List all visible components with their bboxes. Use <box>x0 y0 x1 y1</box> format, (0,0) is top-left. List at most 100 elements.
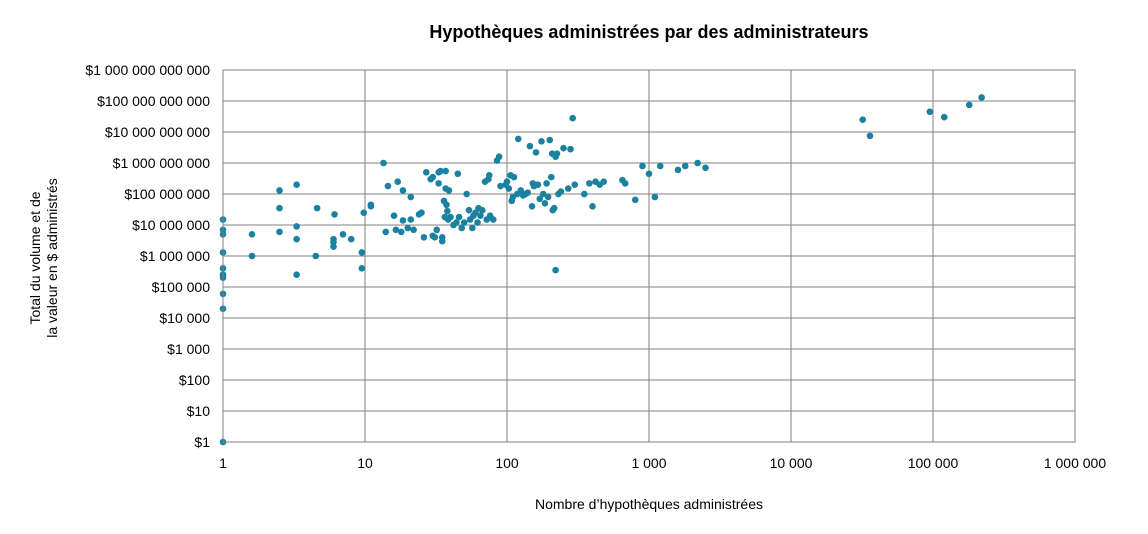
data-point <box>645 170 653 178</box>
data-point <box>560 144 567 152</box>
data-point <box>656 162 664 170</box>
data-point <box>330 235 337 243</box>
data-points <box>219 94 985 446</box>
data-point <box>639 162 646 170</box>
data-point <box>965 101 973 109</box>
grid <box>222 69 1076 443</box>
data-point <box>866 132 874 140</box>
x-tick-label: 100 <box>495 455 519 471</box>
data-point <box>926 108 934 116</box>
data-point <box>600 178 608 185</box>
x-axis-label: Nombre d’hypothèques administrées <box>534 496 763 512</box>
data-point <box>399 217 407 224</box>
data-point <box>382 228 390 236</box>
y-tick-label: $1 000 000 000 000 <box>85 62 210 78</box>
x-tick-label: 1 000 <box>631 455 666 471</box>
data-point <box>524 189 532 197</box>
data-point <box>410 226 417 234</box>
data-point <box>479 206 486 214</box>
data-point <box>447 213 454 221</box>
data-point <box>528 203 536 210</box>
data-point <box>347 235 355 243</box>
data-point <box>293 271 300 278</box>
data-point <box>276 187 283 194</box>
data-point <box>538 138 545 145</box>
data-point <box>248 231 256 238</box>
data-point <box>360 209 368 216</box>
data-point <box>543 180 550 187</box>
x-tick-label: 100 000 <box>908 455 959 471</box>
data-point <box>539 190 547 198</box>
y-tick-labels: $1 $10 $100 $1 000 $10 000 $100 000 $1 000 000… <box>85 62 210 450</box>
data-point <box>407 216 415 223</box>
plot-area-border <box>222 69 1076 443</box>
data-point <box>553 150 561 157</box>
data-point <box>384 182 392 190</box>
data-point <box>536 195 544 203</box>
data-point <box>458 224 466 232</box>
data-point <box>541 200 549 207</box>
data-point <box>547 173 555 181</box>
data-point <box>694 159 701 167</box>
data-point <box>621 180 629 187</box>
data-point <box>485 172 493 179</box>
x-tick-label: 10 000 <box>770 455 813 471</box>
x-tick-label: 1 000 000 <box>1044 455 1106 471</box>
data-point <box>571 181 579 188</box>
data-point <box>397 228 405 236</box>
data-point <box>474 219 481 226</box>
y-tick-label: $10 000 000 <box>132 217 210 233</box>
data-point <box>358 265 366 272</box>
data-point <box>514 135 522 143</box>
y-tick-label: $10 000 <box>159 310 210 326</box>
y-tick-label: $100 000 <box>152 279 211 295</box>
data-point <box>564 185 572 192</box>
data-point <box>276 204 283 212</box>
data-point <box>443 201 450 209</box>
data-point <box>445 187 453 194</box>
data-point <box>392 226 400 234</box>
data-point <box>550 204 558 212</box>
data-point <box>544 193 552 201</box>
y-tick-label: $100 000 000 <box>124 186 210 202</box>
data-point <box>276 228 283 236</box>
data-point <box>438 237 446 245</box>
data-point <box>681 162 689 170</box>
y-tick-label: $1 000 000 000 <box>113 155 211 171</box>
data-point <box>418 209 425 216</box>
data-point <box>454 170 462 178</box>
data-point <box>431 234 439 241</box>
data-point <box>489 216 497 223</box>
y-tick-label: $10 000 000 000 <box>105 124 210 140</box>
y-tick-label: $1 000 <box>167 341 210 357</box>
data-point <box>552 266 559 274</box>
data-point <box>532 149 540 156</box>
data-point <box>586 180 593 187</box>
data-point <box>312 252 320 260</box>
y-tick-label: $100 000 000 000 <box>97 93 210 109</box>
data-point <box>442 167 449 175</box>
data-point <box>569 114 576 122</box>
y-tick-label: $100 <box>179 372 210 388</box>
chart-title: Hypothèques administrées par des adminis… <box>429 22 869 42</box>
data-point <box>526 142 534 150</box>
data-point <box>331 211 338 218</box>
data-point <box>293 235 300 243</box>
y-tick-label: $10 <box>187 403 211 419</box>
data-point <box>453 219 460 226</box>
data-point <box>580 190 588 198</box>
data-point <box>429 173 437 181</box>
data-point <box>399 187 407 194</box>
data-point <box>293 181 300 188</box>
data-point <box>505 185 513 192</box>
data-point <box>589 203 596 210</box>
data-point <box>422 169 430 176</box>
data-point <box>495 153 503 160</box>
data-point <box>859 116 867 123</box>
data-point <box>394 178 402 185</box>
x-tick-label: 1 <box>219 455 227 471</box>
data-point <box>631 196 639 204</box>
data-point <box>463 190 470 198</box>
data-point <box>358 249 366 256</box>
data-point <box>339 231 347 238</box>
